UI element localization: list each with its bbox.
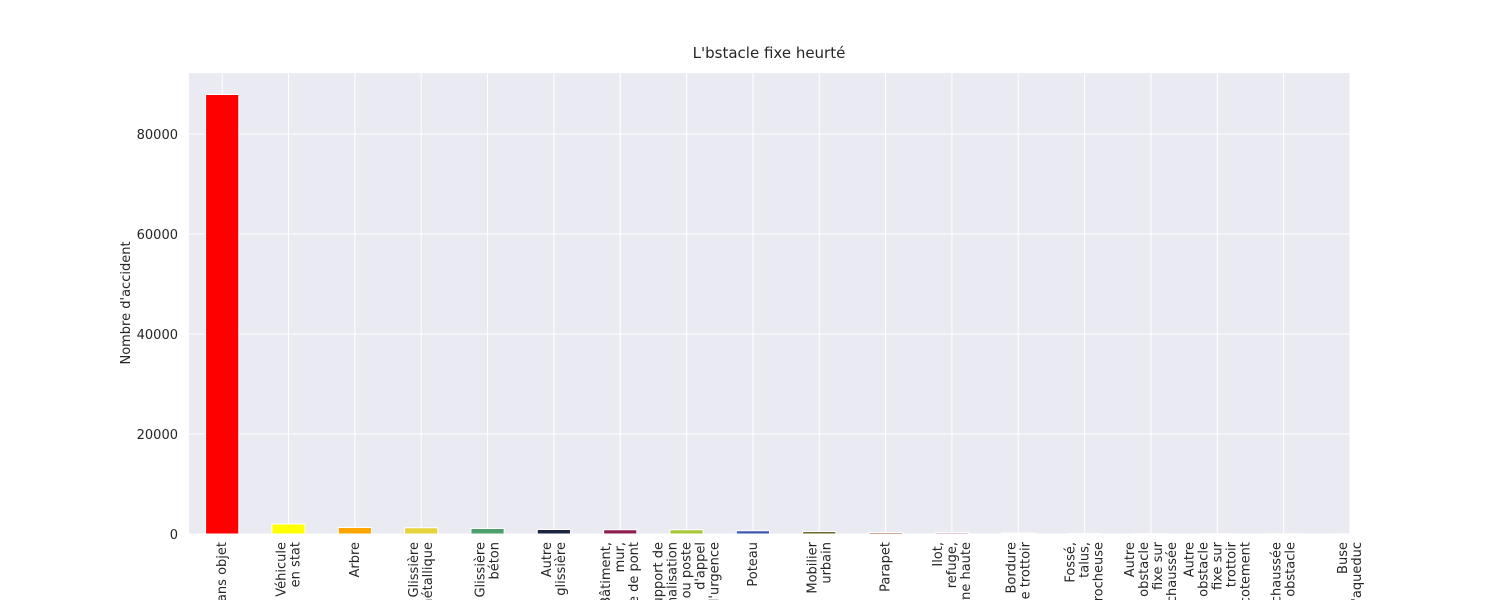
- x-tick-label: Poteau: [746, 542, 761, 587]
- x-tick-label: Glissièrebéton: [474, 542, 503, 598]
- bar: [337, 527, 372, 535]
- x-tick-label: Autreobstaclefixe surtrottoirou accoteme…: [1182, 541, 1253, 600]
- bar: [1001, 532, 1036, 535]
- bar: [470, 528, 505, 535]
- x-tick-label: Busetête d'aqueduc: [1336, 542, 1365, 600]
- x-tick-label: Autreglissière: [540, 542, 569, 596]
- chart-title: L'bstacle fixe heurté: [693, 44, 846, 62]
- bar: [205, 94, 240, 535]
- x-tick-label: Autreobstaclefixe surchaussée: [1123, 541, 1180, 600]
- x-tick-label: Mobilierurbain: [805, 541, 834, 593]
- bar: [404, 527, 439, 535]
- bar: [669, 529, 704, 535]
- bar: [802, 531, 837, 535]
- plot-area: [189, 73, 1350, 534]
- x-tick-label: Support designalisationou posted'appeld'…: [652, 542, 723, 600]
- x-tick-label: Glissièremétallique: [407, 542, 436, 600]
- x-tick-label: Véhiculeen stat: [275, 542, 304, 597]
- bar: [735, 530, 770, 535]
- y-tick-label: 80000: [137, 128, 178, 143]
- y-tick-label: 40000: [137, 328, 178, 343]
- y-axis-label: Nombre d'accident: [119, 241, 134, 364]
- x-tick-label: Sans objet: [215, 542, 230, 600]
- y-tick-label: 0: [170, 528, 178, 543]
- bar: [868, 532, 903, 535]
- x-tick-label: Bordurede trottoir: [1004, 541, 1033, 600]
- y-tick-label: 60000: [137, 228, 178, 243]
- bar: [934, 532, 970, 535]
- x-tick-label: Sortie de chausséesans obstacle: [1270, 542, 1299, 600]
- bar: [1067, 533, 1102, 535]
- bars: [205, 94, 1368, 535]
- x-tick-label: Ilot,refuge,borne haute: [931, 542, 974, 600]
- x-tick-label: Fossé,talus,paroi rocheuse: [1064, 542, 1107, 600]
- y-tick-label: 20000: [137, 428, 178, 443]
- x-tick-label: Parapet: [879, 542, 894, 592]
- bar: [271, 523, 306, 535]
- bar: [603, 529, 638, 535]
- x-tick-label: Bâtiment,mur,pile de pont: [599, 542, 642, 600]
- bar: [536, 529, 571, 535]
- x-tick-label: Arbre: [348, 542, 363, 578]
